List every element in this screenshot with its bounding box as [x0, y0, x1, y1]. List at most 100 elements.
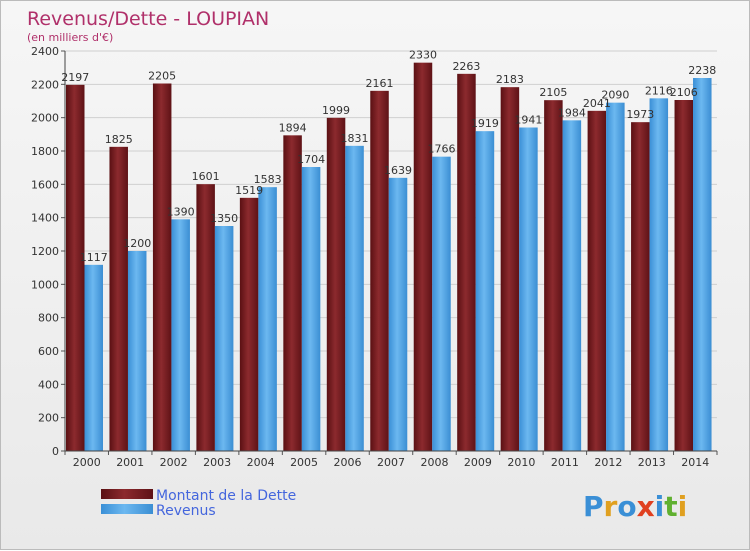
- y-tick-label: 2200: [31, 78, 59, 91]
- data-label-revenus: 1831: [341, 132, 369, 145]
- data-label-dette: 1999: [322, 104, 350, 117]
- bar-revenus: [345, 145, 364, 452]
- bar-dette: [326, 117, 346, 451]
- data-label-revenus: 1919: [471, 117, 499, 130]
- bar-dette: [674, 100, 694, 451]
- data-label-revenus: 1704: [297, 153, 325, 166]
- data-label-revenus: 2090: [601, 89, 629, 102]
- data-label-dette: 2330: [409, 49, 437, 62]
- data-label-revenus: 1984: [558, 106, 586, 119]
- bar-dette: [152, 83, 172, 451]
- data-label-dette: 1519: [235, 184, 263, 197]
- data-label-revenus: 1766: [427, 143, 455, 156]
- bar-dette: [196, 184, 215, 451]
- y-tick-label: 1800: [31, 145, 59, 158]
- bars: [66, 62, 712, 452]
- proxiti-logo: Proxiti: [583, 490, 687, 523]
- logo-text: Proxiti: [583, 490, 687, 523]
- data-label-dette: 1894: [279, 121, 307, 134]
- y-tick-label: 1600: [31, 178, 59, 191]
- bar-revenus: [562, 120, 582, 451]
- x-tick-label: 2013: [638, 456, 666, 469]
- data-label-dette: 1825: [105, 133, 133, 146]
- bar-dette: [109, 146, 128, 452]
- legend-swatch-dette: [101, 489, 153, 499]
- x-tick-label: 2005: [290, 456, 318, 469]
- bar-dette: [457, 73, 476, 451]
- bar-dette: [587, 110, 607, 451]
- x-tick-label: 2006: [334, 456, 362, 469]
- data-label-dette: 1601: [192, 170, 220, 183]
- data-label-revenus: 2116: [645, 84, 673, 97]
- bar-revenus: [214, 226, 234, 451]
- data-label-dette: 2105: [539, 86, 567, 99]
- data-label-revenus: 1117: [80, 251, 108, 264]
- data-label-dette: 2161: [366, 77, 394, 90]
- x-tick-label: 2007: [377, 456, 405, 469]
- data-label-revenus: 1941: [514, 114, 542, 127]
- data-label-revenus: 1350: [210, 212, 238, 225]
- y-tick-label: 0: [52, 445, 59, 458]
- data-label-dette: 2205: [148, 70, 176, 83]
- data-label-revenus: 1200: [123, 237, 151, 250]
- x-tick-label: 2011: [551, 456, 579, 469]
- data-label-dette: 2183: [496, 73, 524, 86]
- bar-revenus: [388, 177, 408, 452]
- data-label-revenus: 2238: [688, 64, 716, 77]
- x-tick-label: 2014: [681, 456, 709, 469]
- x-tick-label: 2008: [420, 456, 448, 469]
- y-tick-label: 400: [38, 378, 59, 391]
- y-tick-label: 2400: [31, 45, 59, 58]
- bar-revenus: [519, 127, 538, 451]
- y-tick-label: 800: [38, 312, 59, 325]
- x-tick-label: 2009: [464, 456, 492, 469]
- data-label-dette: 2263: [452, 60, 480, 73]
- legend-label-revenus: Revenus: [156, 503, 216, 519]
- data-label-revenus: 1639: [384, 164, 412, 177]
- y-tick-label: 1200: [31, 245, 59, 258]
- bar-dette: [544, 100, 563, 452]
- y-tick-label: 600: [38, 345, 59, 358]
- y-tick-label: 2000: [31, 112, 59, 125]
- bar-dette: [66, 84, 85, 451]
- legend-label-dette: Montant de la Dette: [156, 488, 296, 504]
- bar-revenus: [301, 167, 321, 451]
- data-label-dette: 2106: [670, 86, 698, 99]
- bar-dette: [631, 122, 650, 452]
- data-label-dette: 1973: [626, 108, 654, 121]
- data-label-revenus: 1390: [167, 205, 195, 218]
- axes: 0 200 400 600 800 1000 1200 1400 1600 1800 2000 220…: [31, 45, 718, 469]
- x-tick-label: 2010: [507, 456, 535, 469]
- bar-dette: [413, 62, 433, 452]
- chart-subtitle: (en milliers d'€): [27, 31, 113, 44]
- y-tick-label: 200: [38, 412, 59, 425]
- data-label-dette: 2197: [61, 71, 89, 84]
- legend-swatch-revenus: [101, 504, 153, 514]
- legend: Montant de la Dette Revenus: [101, 488, 296, 519]
- bar-dette: [370, 90, 389, 451]
- x-tick-label: 2001: [116, 456, 144, 469]
- bar-dette: [500, 87, 520, 452]
- bar-revenus: [649, 98, 669, 451]
- bar-dette: [239, 197, 259, 451]
- bar-revenus: [432, 156, 451, 451]
- y-tick-label: 1400: [31, 212, 59, 225]
- x-tick-label: 2000: [73, 456, 101, 469]
- x-tick-label: 2003: [203, 456, 231, 469]
- bar-dette: [283, 135, 302, 452]
- y-tick-label: 1000: [31, 278, 59, 291]
- x-tick-label: 2002: [160, 456, 188, 469]
- bar-revenus: [84, 264, 103, 451]
- bar-revenus: [127, 251, 147, 451]
- x-tick-label: 2004: [247, 456, 275, 469]
- bar-revenus: [171, 219, 190, 451]
- x-tick-label: 2012: [594, 456, 622, 469]
- bar-revenus: [258, 187, 277, 451]
- data-labels: 2197 1117 1825 1200 2205 1390 1601 1350 15191583…: [61, 49, 716, 264]
- data-label-revenus: 1583: [254, 173, 282, 186]
- bar-revenus: [606, 102, 625, 452]
- bar-revenus: [475, 131, 495, 451]
- chart-title: Revenus/Dette - LOUPIAN: [27, 8, 269, 30]
